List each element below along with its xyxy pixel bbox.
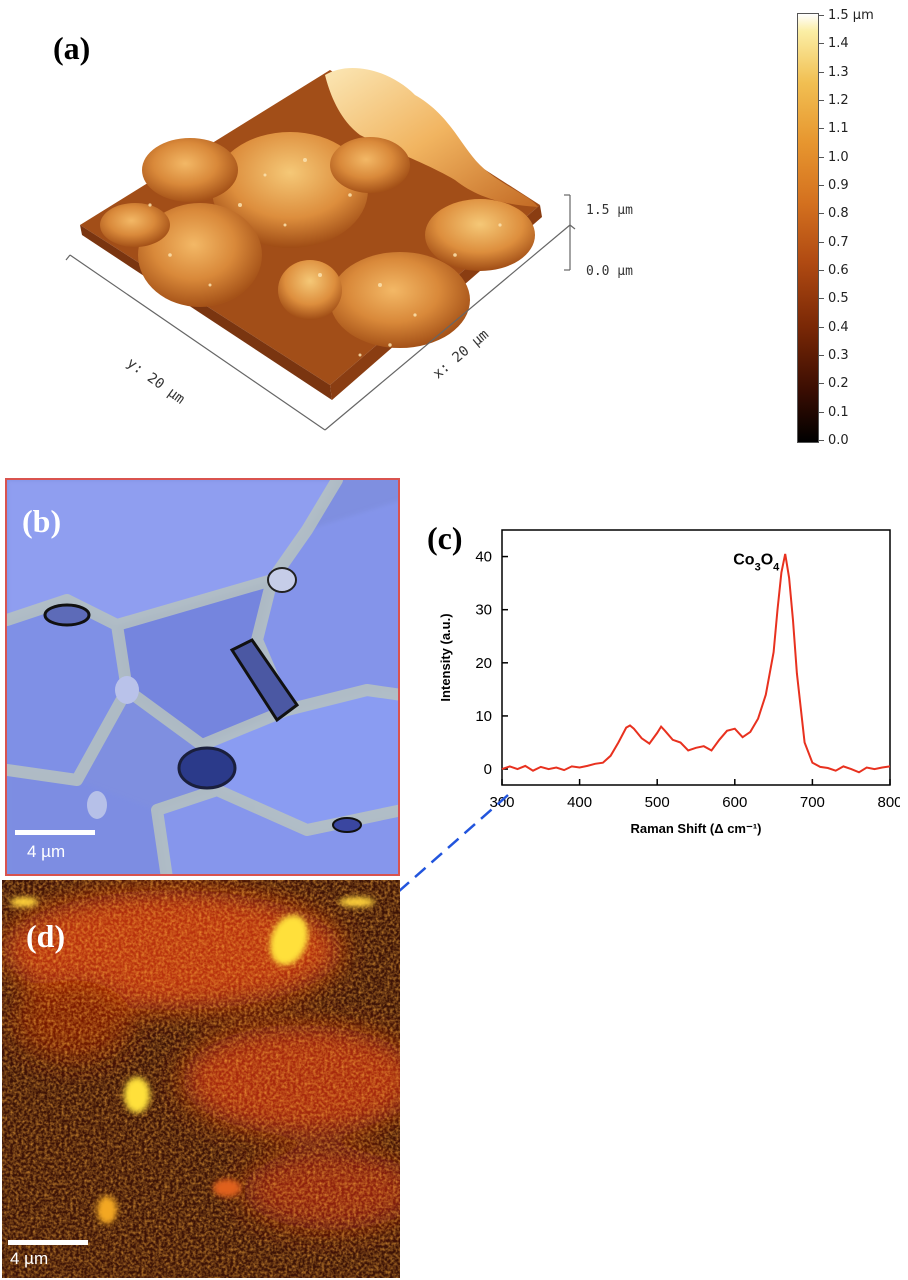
colorbar-tick [818,270,824,271]
colorbar-tick [818,326,824,328]
colorbar-tick [818,411,824,413]
x-tick-label: 600 [722,794,747,811]
colorbar-tick [818,71,824,73]
x-tick-label: 400 [567,794,592,811]
optical-micrograph: (b) 4 µm [5,478,400,876]
optical-image [7,480,398,874]
y-axis-label: Intensity (a.u.) [438,613,453,701]
colorbar-tick-label: 0.3 [828,348,849,363]
colorbar-tick [818,156,824,158]
y-tick-label: 40 [475,549,492,566]
y-tick-label: 0 [484,761,492,778]
y-tick-label: 10 [475,708,492,725]
panel-d-scale-label: 4 µm [10,1249,49,1268]
afm-grain [100,203,170,247]
colorbar-tick-label: 0.6 [828,263,849,278]
afm-grain [212,132,368,248]
x-tick-label: 800 [877,794,900,811]
panel-a-label: (a) [53,30,91,66]
panel-c-label: (c) [427,520,463,556]
x-tick-label: 700 [800,794,825,811]
colorbar-tick [818,241,824,243]
afm-grain [330,252,470,348]
y-tick-label: 20 [475,655,492,672]
colorbar-tick [818,440,824,441]
panel-d-scale-bar [8,1240,88,1245]
afm-spikes [148,158,502,357]
x-tick-label: 300 [489,794,514,811]
panel-b-label: (b) [22,503,62,539]
panel-b-scale-label: 4 µm [27,842,66,861]
afm-3d-surface [65,67,576,431]
afm-grain [278,260,342,320]
raman-map-image [2,880,400,1278]
colorbar-tick [818,100,824,101]
afm-z-scale-top: 1.5 µm [586,203,633,218]
raman-spectrum-chart: 300 400 500 600 700 800 0 10 20 30 40 Raman Shift (… [438,529,900,836]
colorbar-tick [818,383,824,385]
colorbar-tick-label: 0.2 [828,376,849,392]
y-tick-label: 30 [475,602,492,619]
colorbar-tick-label: 0.8 [828,206,849,222]
afm-z-scale-bottom: 0.0 µm [586,264,633,279]
colorbar-tick-label: 0.7 [828,234,849,250]
afm-grain [330,137,410,193]
colorbar-tick-label: 1.0 [828,149,849,165]
colorbar-tick [818,185,824,186]
afm-y-axis-line [69,254,326,431]
x-tick-label: 500 [645,794,670,811]
afm-grain [142,138,238,202]
colorbar-tick [818,355,824,356]
afm-x-axis-tick [569,224,576,230]
afm-y-axis-tick [65,254,71,261]
raman-map: (d) 4 µm [2,880,400,1278]
colorbar-tick-label: 0.9 [828,178,849,193]
panel-d-label: (d) [26,918,66,954]
colorbar-tick-label: 1.3 [828,64,849,80]
colorbar-tick-label: 0.1 [828,404,849,420]
colorbar-tick [818,298,824,300]
colorbar-tick-label: 1.1 [828,121,849,137]
colorbar-tick-label: 0.5 [828,291,849,307]
colorbar-tick [818,213,824,215]
colorbar-tick-label: 1.2 [828,93,849,108]
colorbar-tick [818,128,824,130]
colorbar-tick [818,15,824,16]
colorbar-tick-label: 0.0 [828,433,849,448]
colorbar-tick [818,43,824,45]
colorbar-tick-label: 0.4 [828,319,849,335]
afm-grain [425,199,535,271]
plot-frame [501,529,891,786]
raman-series-line [501,553,891,774]
x-axis-label: Raman Shift (Δ cm⁻¹) [630,821,761,836]
peak-annotation: Co3O4 [733,552,780,574]
panel-b-scale-bar [15,830,95,835]
colorbar-tick-label: 1.4 [828,36,849,52]
afm-ridge [325,67,538,207]
afm-x-axis-line [324,224,571,431]
colorbar-top-label: 1.5 µm [828,8,874,23]
height-colorbar [797,13,819,443]
